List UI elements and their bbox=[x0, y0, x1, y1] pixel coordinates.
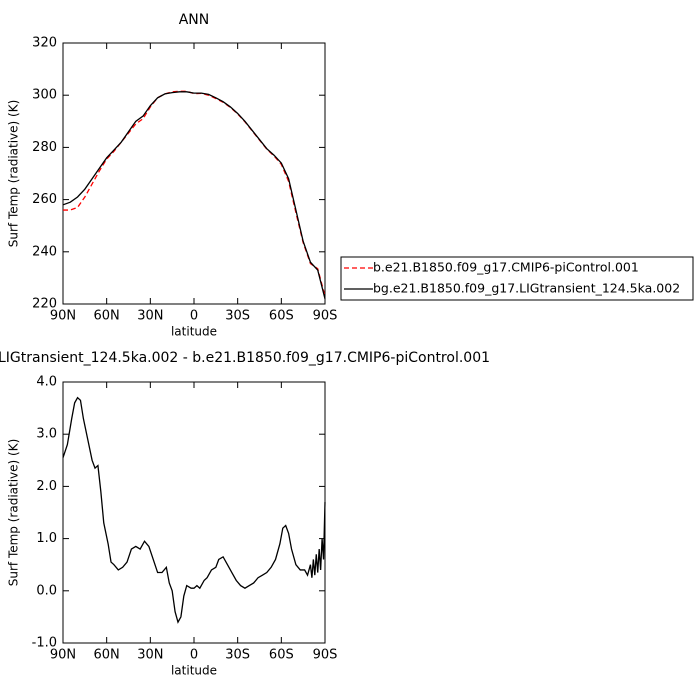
data-line bbox=[62, 91, 326, 299]
x-tick-label: 30S bbox=[225, 648, 250, 663]
legend-label: bg.e21.B1850.f09_g17.LIGtransient_124.5k… bbox=[373, 281, 680, 296]
x-tick-label: 0 bbox=[190, 309, 198, 324]
y-axis-label: Surf Temp (radiative) (K) bbox=[7, 100, 21, 248]
x-tick-label: 90N bbox=[50, 309, 76, 324]
x-tick-label: 60S bbox=[269, 648, 294, 663]
y-axis-label: Surf Temp (radiative) (K) bbox=[7, 439, 21, 587]
chart-title: ANN bbox=[179, 12, 210, 28]
y-tick-label: 320 bbox=[32, 36, 57, 51]
y-tick-label: 4.0 bbox=[36, 375, 57, 390]
x-axis-label: latitude bbox=[171, 664, 217, 678]
y-tick-label: 0.0 bbox=[36, 583, 57, 598]
legend-box bbox=[340, 256, 694, 301]
x-tick-label: 60S bbox=[269, 309, 294, 324]
y-tick-label: 260 bbox=[32, 192, 57, 207]
x-tick-label: 30N bbox=[137, 309, 163, 324]
data-line bbox=[63, 90, 326, 297]
x-tick-label: 60N bbox=[94, 648, 120, 663]
y-tick-label: -1.0 bbox=[32, 636, 57, 651]
y-tick-label: 3.0 bbox=[36, 427, 57, 442]
x-tick-label: 30N bbox=[137, 648, 163, 663]
x-tick-label: 90S bbox=[313, 309, 338, 324]
legend-label: b.e21.B1850.f09_g17.CMIP6-piControl.001 bbox=[373, 260, 639, 275]
data-line bbox=[62, 396, 326, 624]
x-axis-label: latitude bbox=[171, 325, 217, 339]
x-tick-label: 0 bbox=[190, 648, 198, 663]
x-tick-label: 30S bbox=[225, 309, 250, 324]
y-tick-label: 240 bbox=[32, 244, 57, 259]
x-tick-label: 90S bbox=[313, 648, 338, 663]
y-tick-label: 280 bbox=[32, 140, 57, 155]
x-tick-label: 90N bbox=[50, 648, 76, 663]
y-tick-label: 220 bbox=[32, 297, 57, 312]
y-tick-label: 1.0 bbox=[36, 531, 57, 546]
x-tick-label: 60N bbox=[94, 309, 120, 324]
y-tick-label: 2.0 bbox=[36, 479, 57, 494]
chart-title: LIGtransient_124.5ka.002 - b.e21.B1850.f… bbox=[0, 350, 490, 366]
y-tick-label: 300 bbox=[32, 88, 57, 103]
